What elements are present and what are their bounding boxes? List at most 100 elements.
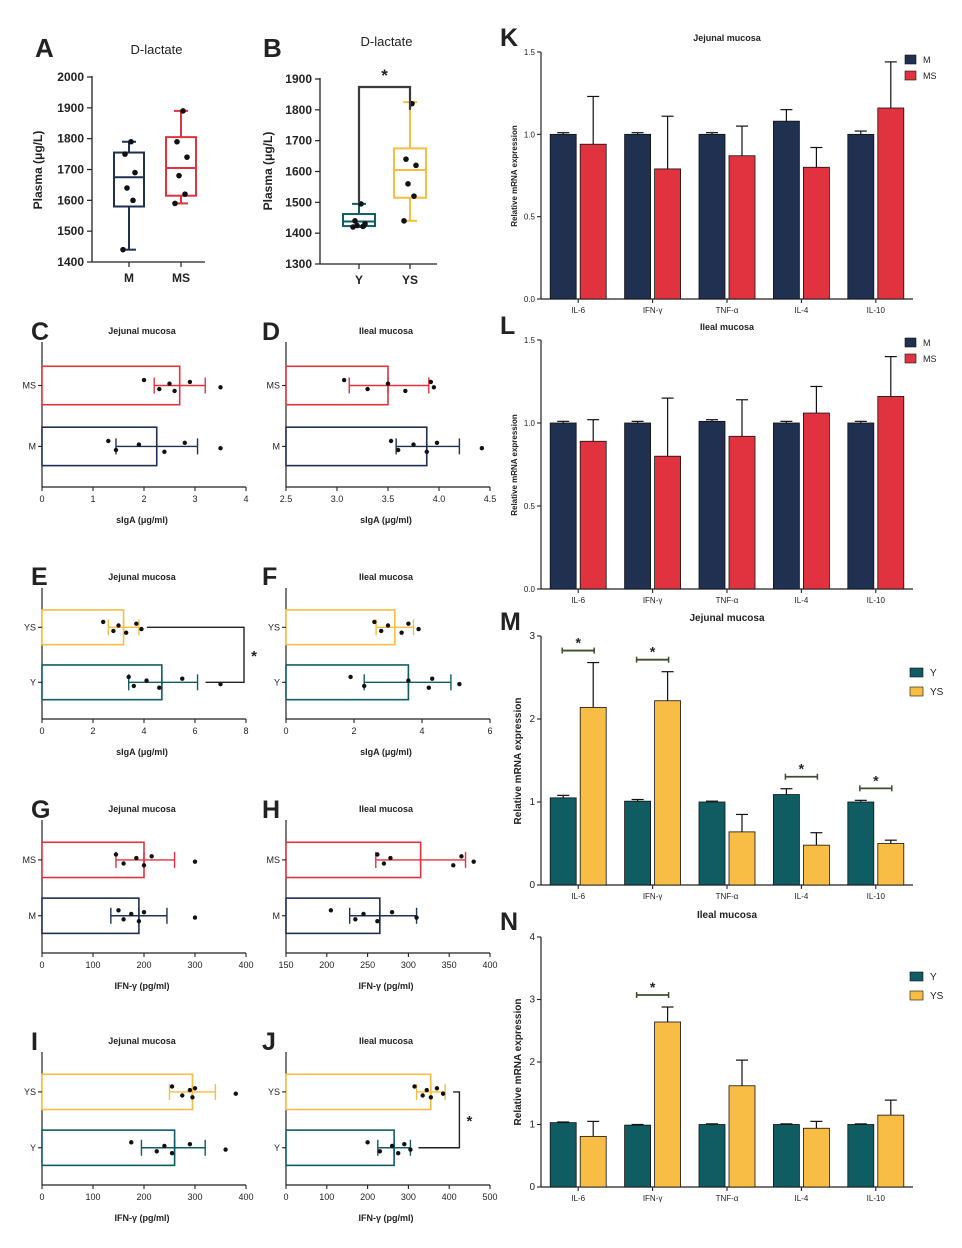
bar: [579, 440, 607, 590]
bar-ys-2: [728, 813, 756, 886]
chart-title: Ileal mucosa: [359, 326, 414, 336]
y-tick-label: 1800: [285, 103, 312, 117]
bar: [549, 797, 577, 886]
y-tick-label: 1600: [285, 165, 312, 179]
x-tick-label: IL-6: [571, 596, 585, 605]
bar: [549, 1122, 577, 1188]
legend-label: Y: [930, 668, 937, 679]
panel-m: M Jejunal mucosa Relative mRNA expression 0…: [500, 608, 944, 901]
x-tick-label: TNF-α: [716, 892, 739, 901]
y-axis-label: Relative mRNA expression: [513, 999, 524, 1126]
panel-letter: H: [262, 796, 280, 824]
x-tick-label: 0: [39, 726, 44, 736]
bar-ys-4: [877, 1099, 905, 1188]
legend-item-ys: YS: [909, 990, 944, 1002]
legend-item-y: Y: [909, 667, 937, 679]
panel-letter: B: [263, 33, 282, 63]
bar-y-0: [549, 1121, 577, 1188]
x-tick-label: TNF-α: [716, 596, 739, 605]
panel-f: F Ileal mucosa 0 2 4 6 sIgA (μg/ml) YS Y: [262, 563, 493, 757]
bar: [847, 1124, 875, 1188]
x-tick-label: Y: [355, 273, 363, 287]
data-point: [411, 442, 416, 447]
y-tick-label: 0: [529, 880, 535, 891]
data-point: [144, 678, 149, 683]
bar: [698, 420, 726, 590]
box-body: [393, 147, 427, 199]
x-tick-label: 300: [401, 1192, 416, 1202]
data-point: [176, 172, 182, 179]
y-tick-label: 1: [529, 797, 535, 808]
y-tick-label: 1900: [57, 101, 84, 115]
data-point: [192, 859, 198, 864]
data-point: [428, 1095, 434, 1100]
bar: [579, 706, 607, 886]
bar: [654, 1021, 681, 1188]
y-axis-label: Relative mRNA expression: [510, 125, 519, 227]
significance-star: *: [650, 979, 656, 995]
bar-ys-0: [579, 661, 607, 886]
data-point: [408, 1147, 413, 1152]
bar-m-3: [773, 109, 800, 300]
chart-title: Jejunal mucosa: [108, 1036, 177, 1046]
panel-letter: D: [262, 318, 280, 346]
chart-title: Ileal mucosa: [359, 1036, 414, 1046]
x-tick-label: 400: [238, 1192, 253, 1202]
data-point: [479, 446, 485, 451]
y-tick-label: Y: [30, 677, 36, 687]
y-tick-label: 1400: [57, 255, 84, 269]
x-tick-label: 4: [141, 726, 146, 736]
data-point: [377, 1149, 383, 1154]
x-tick-label: 4.0: [433, 494, 446, 504]
data-point: [136, 918, 142, 924]
data-point: [223, 1147, 228, 1152]
bar-y-0: [549, 794, 577, 886]
data-point: [218, 446, 223, 451]
bar: [728, 1085, 756, 1188]
panel-g: G Jejunal mucosa 0 100 200 300 400 IFN-γ (pg/ml…: [23, 796, 254, 991]
data-point: [101, 619, 106, 625]
data-point: [121, 917, 126, 922]
chart-title: Jejunal mucosa: [689, 613, 764, 624]
data-point: [401, 218, 407, 224]
bar-ms-0: [579, 419, 607, 590]
y-tick-label: M: [273, 911, 281, 921]
data-point: [149, 854, 154, 859]
bar: [773, 422, 800, 590]
y-tick-label: 1900: [285, 72, 312, 86]
x-tick-label: 3.5: [382, 494, 395, 504]
chart-title: Jejunal mucosa: [693, 33, 762, 43]
x-tick-label: 350: [442, 960, 457, 970]
x-tick-label: 6: [192, 726, 197, 736]
y-tick-label: Y: [274, 677, 280, 687]
y-tick-label: Y: [274, 1143, 280, 1153]
bar: [877, 1114, 905, 1188]
data-point: [131, 683, 136, 689]
bar: [728, 831, 756, 886]
data-point: [132, 169, 138, 176]
x-tick-label: 6: [487, 726, 492, 736]
x-tick-label: 8: [243, 726, 248, 736]
chart-title: Jejunal mucosa: [108, 804, 177, 814]
x-tick-label: 3.0: [331, 494, 344, 504]
x-tick-label: 4: [419, 726, 424, 736]
x-tick-label: 4: [243, 494, 248, 504]
chart-title: Ileal mucosa: [700, 322, 755, 332]
box-body: [165, 136, 197, 197]
y-tick-label: 1700: [57, 163, 84, 177]
bar: [773, 1124, 800, 1188]
y-tick-label: YS: [24, 622, 36, 632]
data-point: [388, 855, 393, 861]
data-point: [123, 630, 129, 635]
panel-letter: C: [31, 318, 49, 346]
legend-label: YS: [930, 991, 944, 1002]
legend-swatch: [904, 337, 917, 348]
data-point: [111, 628, 116, 634]
y-tick-label: 0: [529, 1182, 535, 1193]
data-point: [402, 1141, 407, 1147]
legend-item-ys: YS: [909, 686, 944, 698]
y-tick-label: YS: [268, 622, 280, 632]
chart-title: Jejunal mucosa: [108, 326, 177, 336]
legend-swatch: [909, 990, 924, 1001]
y-tick-label: 0.5: [524, 502, 536, 511]
